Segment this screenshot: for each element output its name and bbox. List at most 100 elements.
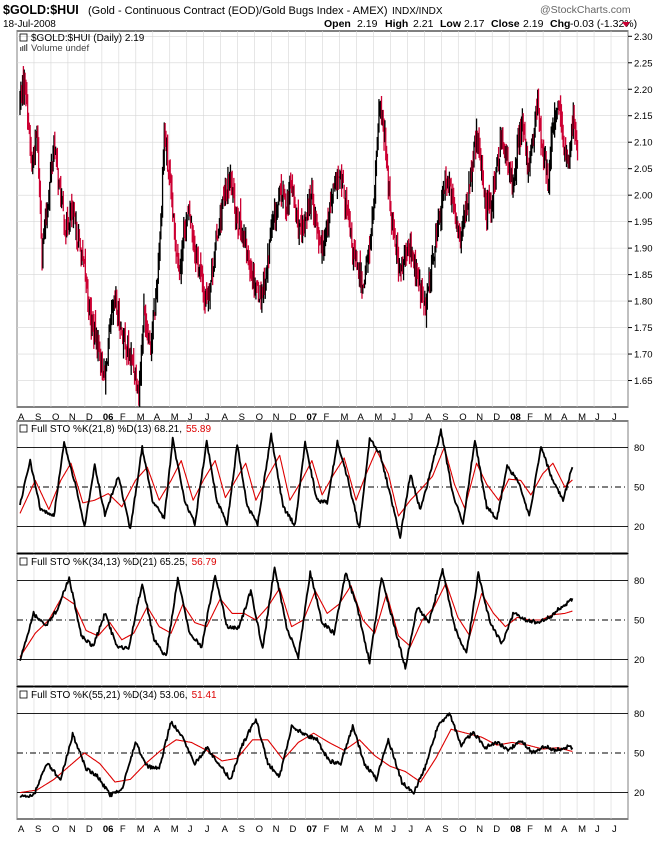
x-tick-label: 08 [510,824,521,835]
x-tick-label: M [374,412,382,423]
x-tick-label: A [18,412,25,423]
sto2-legend-label: Full STO %K(34,13) %D(21) 65.25, [31,557,188,568]
sto1-legend: Full STO %K(21,8) %D(13) 68.21, 55.89 [19,424,211,435]
volume-legend-icon [20,47,22,51]
x-tick-label: N [69,824,76,835]
x-tick-label: F [324,824,330,835]
sto3-legend-icon [19,690,28,699]
sto1-d-value: 55.89 [186,424,211,435]
price-y-tick-label: 1.65 [634,376,653,387]
sto2-legend-icon [19,557,28,566]
x-tick-label: N [273,412,280,423]
stockcharts-watermark: @StockCharts.com [540,4,631,16]
x-tick-label: A [18,824,25,835]
price-y-tick-label: 2.05 [634,164,653,175]
high-label: High [385,18,408,30]
x-tick-label: J [188,824,193,835]
x-tick-label: M [340,824,348,835]
open-label: Open [324,18,351,30]
exchange-label: INDX/INDX [392,6,443,17]
price-y-tick-label: 2.15 [634,111,653,122]
x-tick-label: O [52,412,59,423]
sto1-level-label: 20 [634,522,645,533]
sto3-d-line [19,728,573,794]
x-tick-label: F [120,824,126,835]
x-tick-label: N [476,824,483,835]
x-tick-label: M [137,824,145,835]
open-value: 2.19 [357,18,378,30]
quote-summary: Open 2.19 High 2.21 Low 2.17 Close 2.19 … [324,18,637,30]
volume-legend-icon [24,45,26,51]
x-tick-label: O [52,824,59,835]
x-tick-label: D [86,824,93,835]
x-tick-label: A [222,412,229,423]
symbol-description: (Gold - Continuous Contract (EOD)/Gold B… [88,5,388,17]
sto2-level-label: 80 [634,576,645,587]
x-tick-label: O [256,412,263,423]
sto1-legend-icon [19,424,28,433]
x-tick-label: F [120,412,126,423]
sto3-level-label: 50 [634,749,645,760]
x-tick-label: F [527,412,533,423]
x-tick-label: N [476,412,483,423]
low-value: 2.17 [464,18,485,30]
x-tick-label: D [493,824,500,835]
x-tick-label: S [442,824,448,835]
x-tick-label: A [222,824,229,835]
sto2-k-line [19,566,574,670]
x-tick-label: M [578,824,586,835]
sto3-legend: Full STO %K(55,21) %D(34) 53.06, 51.41 [19,690,217,701]
x-tick-label: A [561,412,568,423]
sto2-d-value: 56.79 [192,557,217,568]
price-y-tick-label: 1.95 [634,217,653,228]
price-y-tick-label: 2.30 [634,32,653,43]
sto1-k-line [19,428,574,539]
sto3-k-line [19,712,574,798]
x-tick-label: O [459,824,466,835]
price-y-tick-label: 1.85 [634,270,653,281]
x-tick-label: 08 [510,412,521,423]
x-tick-label: A [154,824,161,835]
sto3-x-axis: A S O N D 06 F M A M J J A S O N D 07 F M A M J J A S O N D 08 F M A M J J [18,824,617,835]
x-tick-label: F [324,412,330,423]
x-tick-label: M [544,824,552,835]
x-tick-label: A [357,412,364,423]
x-tick-label: D [493,412,500,423]
x-tick-label: M [374,824,382,835]
x-tick-label: N [273,824,280,835]
x-tick-label: A [154,412,161,423]
x-tick-label: M [578,412,586,423]
x-tick-label: D [86,412,93,423]
x-tick-label: M [171,412,179,423]
sto1-legend-label: Full STO %K(21,8) %D(13) 68.21, [31,424,182,435]
x-tick-label: M [137,412,145,423]
x-tick-label: S [35,412,41,423]
x-tick-label: 07 [307,412,318,423]
sto3-legend-label: Full STO %K(55,21) %D(34) 53.06, [31,690,188,701]
price-x-axis: A S O N D 06 F M A M J J A S O N D 07 F M A M J J A S O N D 08 F M A M J J [18,412,617,423]
x-tick-label: A [357,824,364,835]
x-tick-label: J [408,412,413,423]
sto2-d-line [19,582,573,658]
chg-label: Chg [550,18,570,30]
price-bars [19,66,579,408]
quote-date: 18-Jul-2008 [3,19,56,30]
sto3-panel: 20 50 80 Full STO %K(55,21) %D(34) 53.06, 51… [16,686,645,820]
sto2-level-label: 20 [634,655,645,666]
sto3-level-label: 80 [634,709,645,720]
x-tick-label: A [425,824,432,835]
chg-down-arrow-icon [622,22,630,27]
volume-legend-icon [26,44,28,51]
price-legend-icon [19,33,28,42]
x-tick-label: J [595,412,600,423]
x-tick-label: M [340,412,348,423]
x-tick-label: O [459,412,466,423]
x-tick-label: 07 [307,824,318,835]
x-tick-label: S [239,824,245,835]
volume-legend-label: Volume undef [31,43,89,54]
x-tick-label: 06 [103,412,114,423]
x-tick-label: A [561,824,568,835]
x-tick-label: D [290,412,297,423]
price-y-tick-label: 2.10 [634,138,653,149]
